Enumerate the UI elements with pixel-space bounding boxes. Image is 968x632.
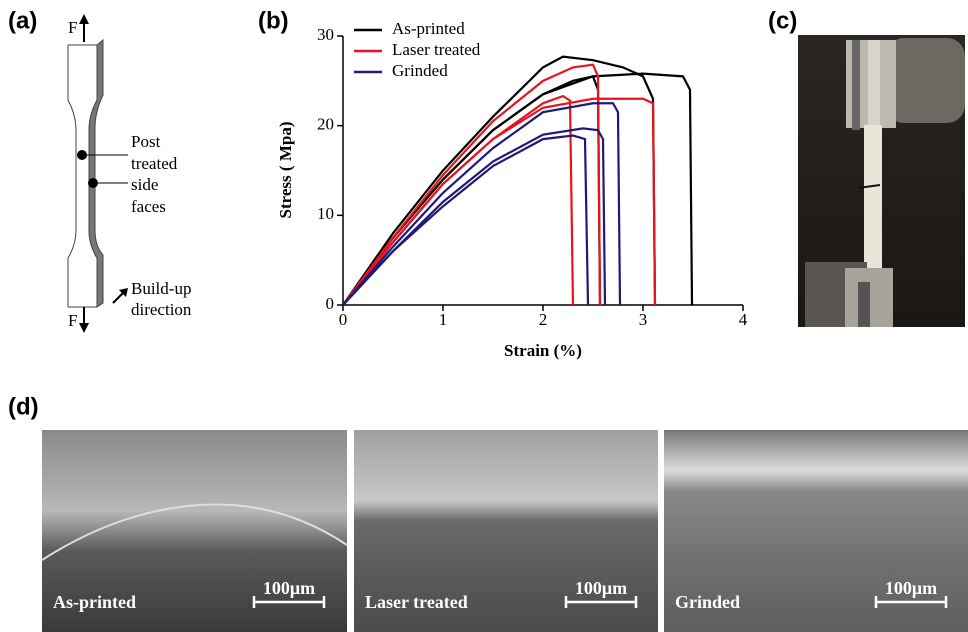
panel-label: (b)	[258, 7, 289, 34]
annotation: Post	[131, 132, 161, 151]
photo	[798, 35, 965, 327]
annotation: treated	[131, 154, 178, 173]
annotation: side	[131, 175, 158, 194]
y-tick-label: 20	[317, 115, 334, 134]
scale-label: 100μm	[263, 578, 315, 598]
legend-label: Laser treated	[392, 40, 481, 59]
image-caption: Laser treated	[365, 592, 468, 612]
x-tick-label: 0	[339, 310, 348, 329]
x-tick-label: 4	[739, 310, 748, 329]
legend-label: As-printed	[392, 19, 465, 38]
x-tick-label: 2	[539, 310, 548, 329]
stress-strain-curve	[343, 74, 692, 305]
y-axis-label: Stress ( Mpa)	[276, 122, 295, 219]
annotation: direction	[131, 300, 192, 319]
force-label: F	[68, 311, 77, 330]
scale-label: 100μm	[885, 578, 937, 598]
x-tick-label: 3	[639, 310, 648, 329]
annotation: Build-up	[131, 279, 191, 298]
y-tick-label: 10	[317, 204, 334, 223]
stress-strain-curve	[343, 96, 573, 305]
x-tick-label: 1	[439, 310, 448, 329]
scale-label: 100μm	[575, 578, 627, 598]
image-caption: Grinded	[675, 592, 740, 612]
stress-strain-curve	[343, 57, 655, 305]
force-label: F	[68, 18, 77, 37]
stress-strain-curve	[343, 136, 588, 305]
panel-label: (d)	[8, 393, 39, 420]
y-tick-label: 30	[317, 25, 334, 44]
stress-strain-curve	[343, 76, 600, 305]
image-caption: As-printed	[53, 592, 136, 612]
specimen	[68, 14, 128, 333]
stress-strain-curve	[343, 99, 655, 305]
annotation: faces	[131, 197, 166, 216]
x-axis-label: Strain (%)	[504, 341, 582, 360]
panel-label: (c)	[768, 7, 797, 34]
figure: (a) (b) (c) (d) F F Post treated side fa…	[0, 0, 968, 632]
stress-strain-curve	[343, 65, 600, 305]
y-tick-label: 0	[326, 294, 335, 313]
panel-label: (a)	[8, 7, 37, 34]
legend-label: Grinded	[392, 61, 448, 80]
